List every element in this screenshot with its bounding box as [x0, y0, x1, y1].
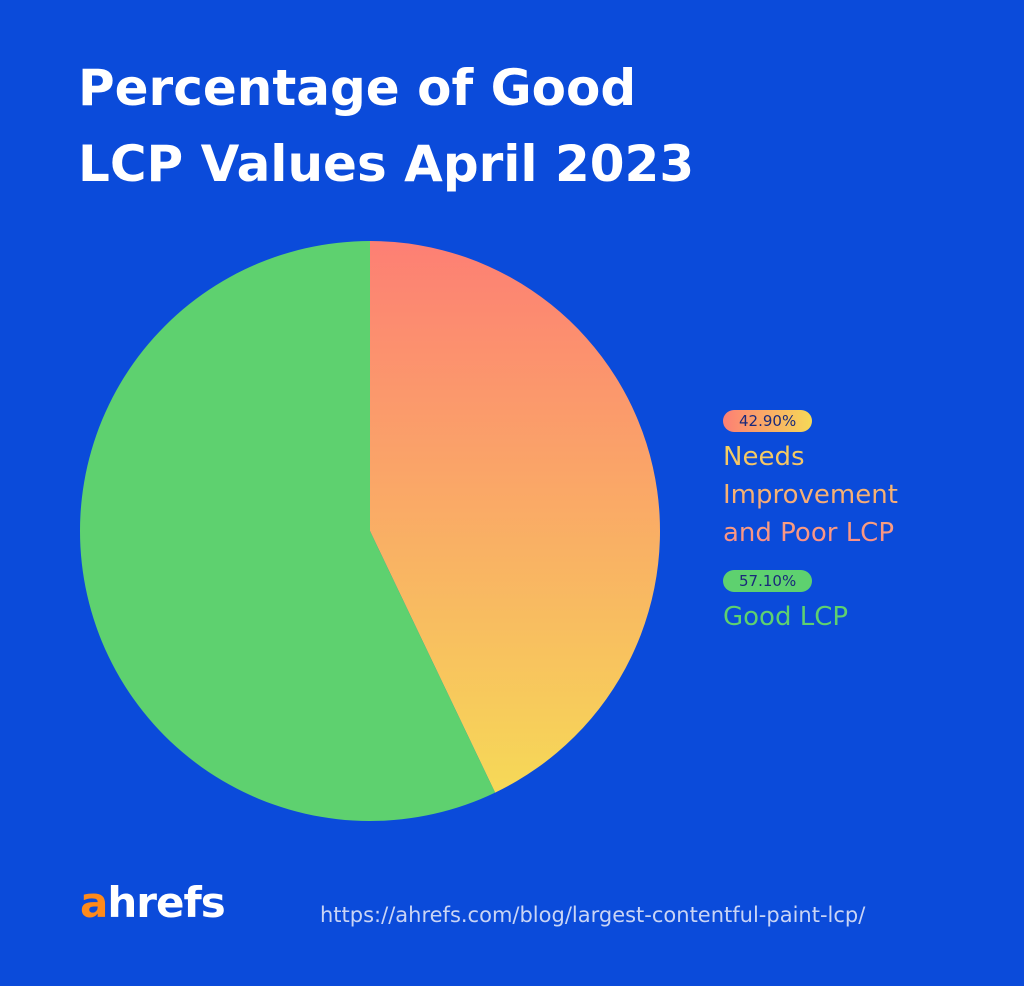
- legend-label: Good LCP: [723, 598, 953, 636]
- legend: 42.90% Needs Improvement and Poor LCP 57.1…: [723, 410, 953, 654]
- source-url: https://ahrefs.com/blog/largest-contentf…: [320, 903, 866, 927]
- legend-item: 42.90% Needs Improvement and Poor LCP: [723, 410, 953, 552]
- value-label: 42.90%: [723, 410, 813, 432]
- value-label: 57.10%: [723, 570, 813, 592]
- logo: ahrefs: [80, 878, 226, 927]
- pie-slice: [79, 241, 496, 821]
- legend-item: 57.10% Good LCP: [723, 570, 953, 636]
- pie-slice: [370, 241, 660, 793]
- legend-label: Needs Improvement and Poor LCP: [723, 438, 953, 552]
- chart-title: Percentage of Good LCP Values April 2023: [78, 59, 695, 193]
